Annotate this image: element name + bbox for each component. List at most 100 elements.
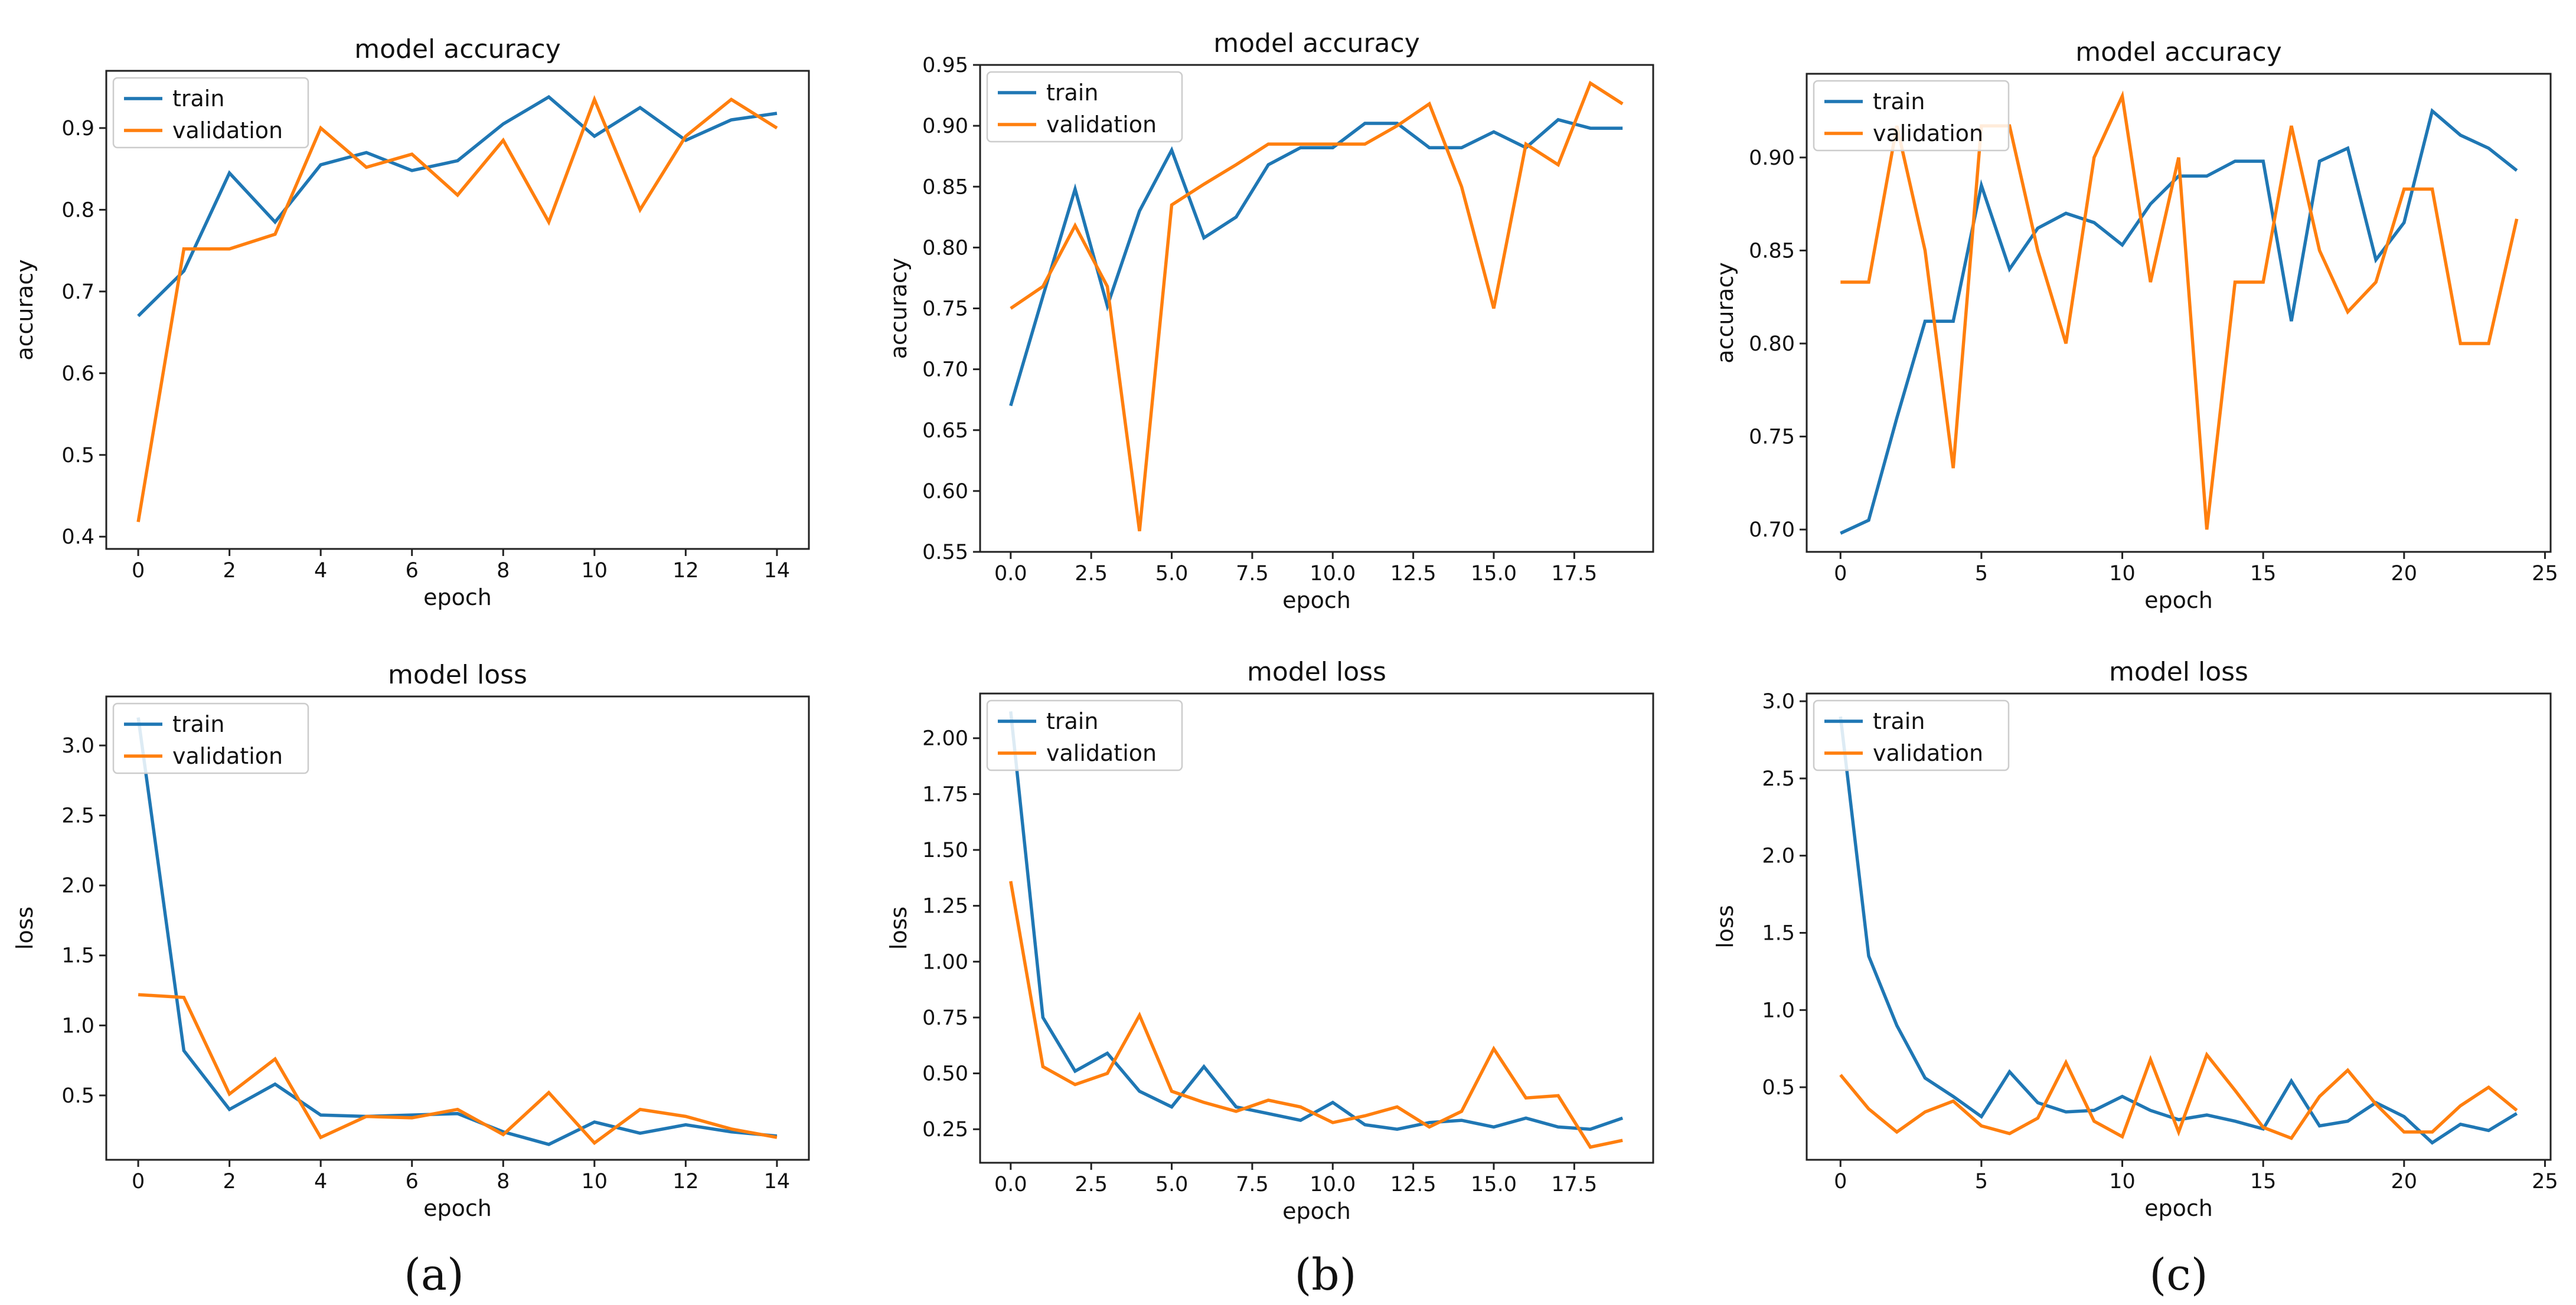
series-line-validation (1009, 881, 1623, 1149)
y-tick-label: 0.70 (1749, 518, 1795, 542)
chart-c-loss: model loss epoch loss 0 5 10 15 20 25 0.5 1.0 1.5 2.… (1712, 657, 2558, 1221)
x-tick-label: 2.5 (1075, 1173, 1108, 1196)
y-tick-label: 0.5 (61, 1084, 94, 1108)
chart-c-accuracy: model accuracy epoch accuracy 0 5 10 15 20 25 0.7… (1712, 37, 2558, 613)
plot-frame (979, 692, 1654, 1164)
x-axis-label: epoch (423, 1195, 492, 1221)
x-tick-label: 10 (582, 1170, 608, 1193)
x-tick-label: 15.0 (1471, 1173, 1517, 1196)
y-tick-label: 0.70 (922, 358, 968, 382)
y-tick-label: 2.00 (922, 727, 968, 751)
y-tick-label: 1.25 (922, 895, 968, 918)
x-tick-label: 17.5 (1551, 1173, 1597, 1196)
y-tick-label: 1.0 (1762, 999, 1795, 1022)
plot-frame (105, 695, 810, 1161)
chart-title: model loss (1247, 657, 1386, 687)
chart-a-loss: model loss epoch loss 0 2 4 6 8 10 12 14 0.5 1.0 1.5 2… (12, 660, 810, 1221)
y-tick-label: 0.90 (1749, 146, 1795, 170)
legend-label-validation: validation (1046, 112, 1157, 138)
y-axis-label: accuracy (12, 259, 38, 360)
legend: train validation (1813, 80, 2010, 152)
y-tick-label: 0.75 (922, 1006, 968, 1030)
y-tick-label: 0.5 (61, 444, 94, 467)
y-tick-label: 1.50 (922, 839, 968, 862)
y-tick-label: 0.50 (922, 1062, 968, 1086)
y-tick-label: 2.5 (1762, 767, 1795, 791)
x-tick-label: 25 (2532, 1170, 2558, 1193)
x-tick-label: 5 (1975, 1170, 1988, 1193)
y-tick-label: 0.85 (922, 175, 968, 199)
y-tick-label: 2.0 (61, 874, 94, 898)
x-tick-label: 4 (314, 1170, 327, 1193)
x-tick-label: 2 (223, 1170, 236, 1193)
legend: train validation (112, 702, 309, 774)
y-tick-label: 0.9 (61, 117, 94, 140)
chart-title: model accuracy (2075, 37, 2282, 67)
series-line-train (136, 717, 778, 1146)
x-axis-label: epoch (423, 584, 492, 610)
x-tick-label: 0 (1834, 562, 1847, 586)
series-line-train (1009, 117, 1623, 407)
panel-label-b: (b) (1294, 1250, 1356, 1300)
y-tick-label: 0.55 (922, 541, 968, 564)
chart-title: model loss (2109, 657, 2248, 687)
series-line-validation (1839, 1051, 2518, 1140)
x-tick-label: 5.0 (1155, 1173, 1189, 1196)
series-line-validation (138, 993, 778, 1146)
x-tick-label: 0 (132, 559, 145, 583)
x-tick-label: 7.5 (1236, 562, 1269, 586)
y-axis-label: loss (1712, 905, 1738, 948)
plot-frame (979, 64, 1654, 553)
x-tick-label: 8 (497, 1170, 510, 1193)
x-tick-label: 15.0 (1471, 562, 1517, 586)
legend-label-validation: validation (1873, 120, 1983, 146)
x-tick-label: 10.0 (1310, 1173, 1356, 1196)
y-tick-label: 1.0 (61, 1014, 94, 1038)
x-axis-label: epoch (1282, 587, 1351, 613)
legend-label-train: train (1046, 80, 1098, 106)
x-tick-label: 5 (1975, 562, 1988, 586)
y-tick-label: 0.8 (61, 198, 94, 222)
y-tick-label: 0.95 (922, 54, 968, 77)
legend: train validation (986, 699, 1183, 771)
y-tick-label: 1.5 (1762, 921, 1795, 945)
legend-label-train: train (172, 86, 224, 112)
legend-label-train: train (1046, 708, 1098, 734)
y-tick-label: 0.75 (922, 297, 968, 321)
y-axis-label: loss (886, 907, 912, 950)
x-tick-label: 20 (2391, 562, 2418, 586)
x-tick-label: 10 (2109, 1170, 2136, 1193)
x-tick-label: 15 (2250, 1170, 2277, 1193)
legend-label-validation: validation (172, 743, 283, 769)
x-axis-label: epoch (2144, 587, 2213, 613)
chart-b-accuracy: model accuracy epoch accuracy 0.0 2.5 5.0 7.5 1… (886, 28, 1654, 613)
legend-label-validation: validation (1873, 740, 1983, 766)
x-tick-label: 0 (1834, 1170, 1847, 1193)
y-tick-label: 1.5 (61, 944, 94, 968)
y-tick-label: 3.0 (61, 734, 94, 758)
x-tick-label: 14 (764, 1170, 791, 1193)
x-tick-label: 20 (2391, 1170, 2418, 1193)
chart-b-loss: model loss epoch loss 0.0 2.5 5.0 7.5 10.0 12.5 1… (886, 657, 1654, 1224)
x-tick-label: 6 (406, 559, 419, 583)
x-tick-label: 25 (2532, 562, 2558, 586)
x-tick-label: 12.5 (1390, 562, 1436, 586)
y-tick-label: 0.6 (61, 362, 94, 385)
x-tick-label: 17.5 (1551, 562, 1597, 586)
panel-label-a: (a) (404, 1250, 464, 1300)
y-tick-label: 0.80 (922, 236, 968, 260)
x-tick-label: 2 (223, 559, 236, 583)
legend-label-train: train (1873, 89, 1925, 115)
x-tick-label: 10.0 (1310, 562, 1356, 586)
y-tick-label: 0.5 (1762, 1076, 1795, 1100)
legend: train validation (986, 71, 1183, 143)
x-tick-label: 6 (406, 1170, 419, 1193)
x-axis-label: epoch (2144, 1195, 2213, 1221)
y-tick-label: 0.25 (922, 1118, 968, 1142)
y-tick-label: 0.65 (922, 419, 968, 443)
series-line-validation (1010, 80, 1624, 532)
y-axis-label: accuracy (886, 258, 912, 359)
y-tick-label: 2.0 (1762, 845, 1795, 868)
y-tick-label: 0.80 (1749, 332, 1795, 356)
